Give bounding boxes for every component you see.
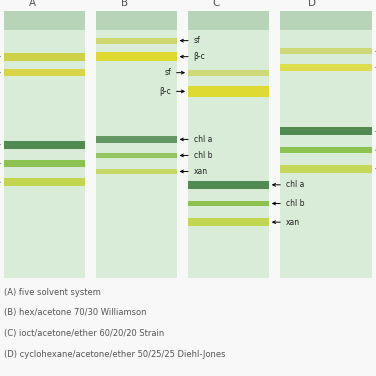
Bar <box>96 136 177 143</box>
Bar <box>280 165 372 173</box>
Bar <box>96 38 177 44</box>
Bar <box>4 178 85 186</box>
Bar <box>188 11 269 278</box>
Text: (A) five solvent system: (A) five solvent system <box>4 288 101 297</box>
Bar <box>188 200 269 206</box>
Text: xan: xan <box>273 218 300 227</box>
Bar <box>280 11 372 30</box>
Text: chl b: chl b <box>273 199 304 208</box>
Text: chl a: chl a <box>180 135 212 144</box>
Bar <box>188 11 269 30</box>
Text: chl a: chl a <box>273 180 304 189</box>
Text: sf: sf <box>164 68 184 77</box>
Bar <box>4 160 85 167</box>
Bar <box>96 11 177 278</box>
Text: (C) ioct/acetone/ether 60/20/20 Strain: (C) ioct/acetone/ether 60/20/20 Strain <box>4 329 164 338</box>
Text: chl b: chl b <box>180 151 212 160</box>
Bar <box>280 64 372 71</box>
Bar <box>4 141 85 149</box>
Bar <box>188 70 269 76</box>
Bar <box>188 86 269 97</box>
Text: B: B <box>121 0 128 8</box>
Bar <box>4 11 85 278</box>
Bar <box>96 153 177 158</box>
Text: (D) cyclohexane/acetone/ether 50/25/25 Diehl-Jones: (D) cyclohexane/acetone/ether 50/25/25 D… <box>4 350 225 359</box>
Bar <box>280 49 372 54</box>
Bar <box>96 52 177 61</box>
Bar <box>188 218 269 226</box>
Bar <box>280 11 372 278</box>
Text: β-c: β-c <box>180 52 205 61</box>
Text: A: A <box>29 0 36 8</box>
Bar <box>188 181 269 188</box>
Text: (B) hex/acetone 70/30 Williamson: (B) hex/acetone 70/30 Williamson <box>4 308 146 317</box>
Text: xan: xan <box>180 167 208 176</box>
Bar <box>4 53 85 61</box>
Text: sf: sf <box>180 36 200 45</box>
Bar <box>96 11 177 30</box>
Text: D: D <box>308 0 316 8</box>
Bar <box>280 127 372 135</box>
Bar <box>4 11 85 30</box>
Bar <box>280 147 372 153</box>
Text: C: C <box>212 0 220 8</box>
Bar <box>96 168 177 174</box>
Text: β-c: β-c <box>159 87 184 96</box>
Bar <box>4 69 85 76</box>
